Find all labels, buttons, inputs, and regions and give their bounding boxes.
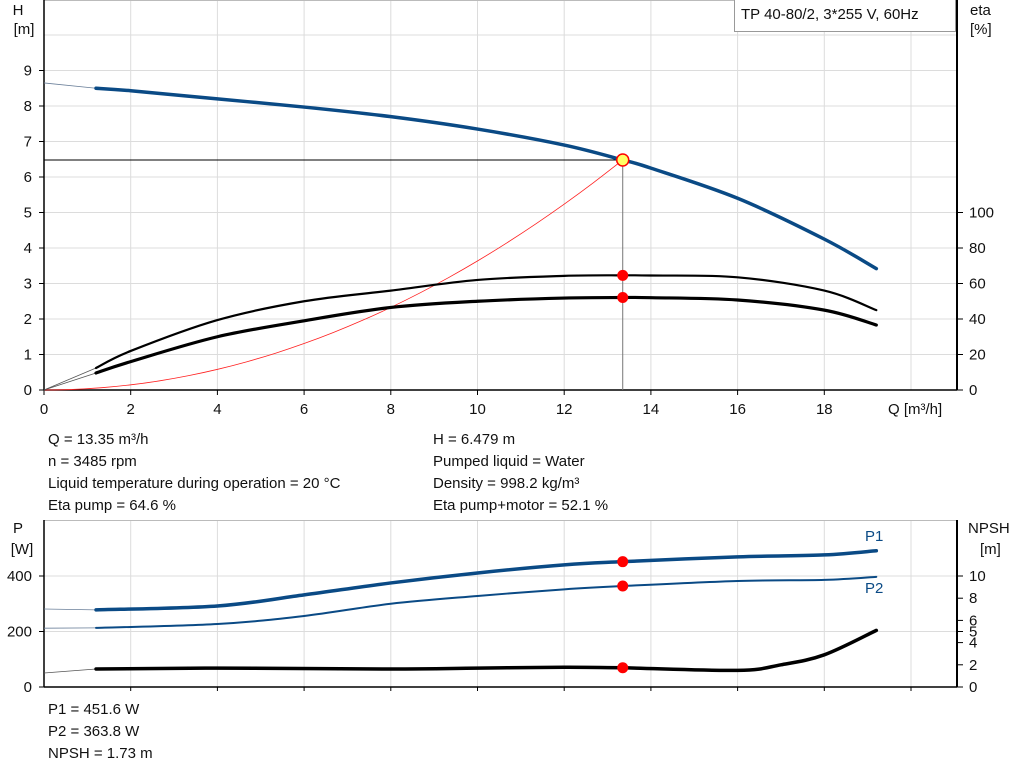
npsh-tick-label: 4 [969, 635, 977, 652]
info-density: Density = 998.2 kg/m³ [433, 475, 580, 492]
p-axis-unit: [W] [11, 541, 34, 558]
npsh-axis-unit: [m] [980, 541, 1001, 558]
info-n: n = 3485 rpm [48, 453, 137, 470]
x-tick-label: 10 [469, 401, 486, 418]
npsh-tick-label: 2 [969, 657, 977, 674]
y2-tick-label: 0 [969, 382, 977, 399]
y-tick-label: 0 [24, 382, 32, 399]
duty-point [615, 153, 630, 167]
npsh-tick-label: 8 [969, 590, 977, 607]
info-temp: Liquid temperature during operation = 20… [48, 475, 341, 492]
p1-label: P1 [865, 528, 883, 545]
y-tick-label: 6 [24, 169, 32, 186]
y-tick-label: 3 [24, 276, 32, 293]
eta_pump_motor-curve [94, 295, 878, 375]
x-tick-label: 4 [213, 401, 221, 418]
y-tick-label: 7 [24, 134, 32, 151]
P2-curve [95, 575, 878, 629]
npsh-tick-label: 5 [969, 624, 977, 641]
eta-pump-point [617, 269, 629, 281]
chart-title: TP 40-80/2, 3*255 V, 60Hz [741, 6, 919, 23]
system-curve [43, 159, 623, 391]
npsh-axis-label: NPSH [968, 520, 1010, 537]
info-q: Q = 13.35 m³/h [48, 431, 149, 448]
info-bottom: P1 = 451.6 W P2 = 363.8 W NPSH = 1.73 m [48, 699, 153, 765]
x-tick-label: 0 [40, 401, 48, 418]
eta_pump-curve [94, 274, 878, 370]
p-axis-label: P [13, 520, 23, 537]
x-tick-label: 14 [643, 401, 660, 418]
p1-point [617, 556, 629, 568]
y-axis-unit: [m] [14, 21, 35, 38]
info-p2: P2 = 363.8 W [48, 723, 140, 740]
eta_pump_motor-extension [43, 372, 97, 391]
y-tick-label: 5 [24, 205, 32, 222]
H-extension [43, 82, 97, 89]
y-tick-label: 9 [24, 63, 32, 80]
x-tick-label: 2 [127, 401, 135, 418]
x-axis-label: Q [m³/h] [888, 401, 942, 418]
y-tick-label: 4 [24, 240, 32, 257]
y2-axis-unit: [%] [970, 21, 992, 38]
info-left: Q = 13.35 m³/h n = 3485 rpm Liquid tempe… [48, 429, 340, 517]
P1-curve [94, 548, 879, 612]
info-liquid: Pumped liquid = Water [433, 453, 585, 470]
NPSH-extension [43, 668, 97, 674]
eta_pump-extension [43, 367, 97, 391]
y-tick-label: 2 [24, 311, 32, 328]
x-tick-label: 12 [556, 401, 573, 418]
p2-label: P2 [865, 580, 883, 597]
info-eta-pump: Eta pump = 64.6 % [48, 497, 176, 514]
npsh-tick-label: 6 [969, 612, 977, 629]
info-eta-total: Eta pump+motor = 52.1 % [433, 497, 609, 514]
p-tick-label: 400 [7, 568, 32, 585]
npsh-tick-label: 0 [969, 679, 977, 696]
y2-tick-label: 20 [969, 347, 986, 364]
p-tick-label: 0 [24, 679, 32, 696]
y-tick-label: 1 [24, 347, 32, 364]
x-tick-label: 6 [300, 401, 308, 418]
npsh-point [617, 662, 629, 674]
x-tick-label: 16 [729, 401, 746, 418]
info-npsh: NPSH = 1.73 m [48, 745, 153, 762]
info-h: H = 6.479 m [433, 431, 516, 448]
y2-tick-label: 80 [969, 240, 986, 257]
y2-tick-label: 40 [969, 311, 986, 328]
eta-total-point [617, 292, 629, 304]
p2-point [617, 580, 629, 592]
P1-extension [43, 608, 97, 611]
y2-tick-label: 60 [969, 276, 986, 293]
npsh-tick-label: 10 [969, 568, 986, 585]
NPSH-curve [94, 628, 879, 673]
x-tick-label: 18 [816, 401, 833, 418]
p-tick-label: 200 [7, 624, 32, 641]
y-tick-label: 8 [24, 98, 32, 115]
info-right: H = 6.479 m Pumped liquid = Water Densit… [433, 429, 608, 517]
y-axis-label: H [13, 2, 24, 19]
info-p1: P1 = 451.6 W [48, 701, 140, 718]
y2-tick-label: 100 [969, 205, 994, 222]
pump-title-box: TP 40-80/2, 3*255 V, 60Hz [734, 0, 956, 32]
y2-axis-label: eta [970, 2, 992, 19]
H-curve [94, 86, 879, 271]
x-tick-label: 8 [387, 401, 395, 418]
